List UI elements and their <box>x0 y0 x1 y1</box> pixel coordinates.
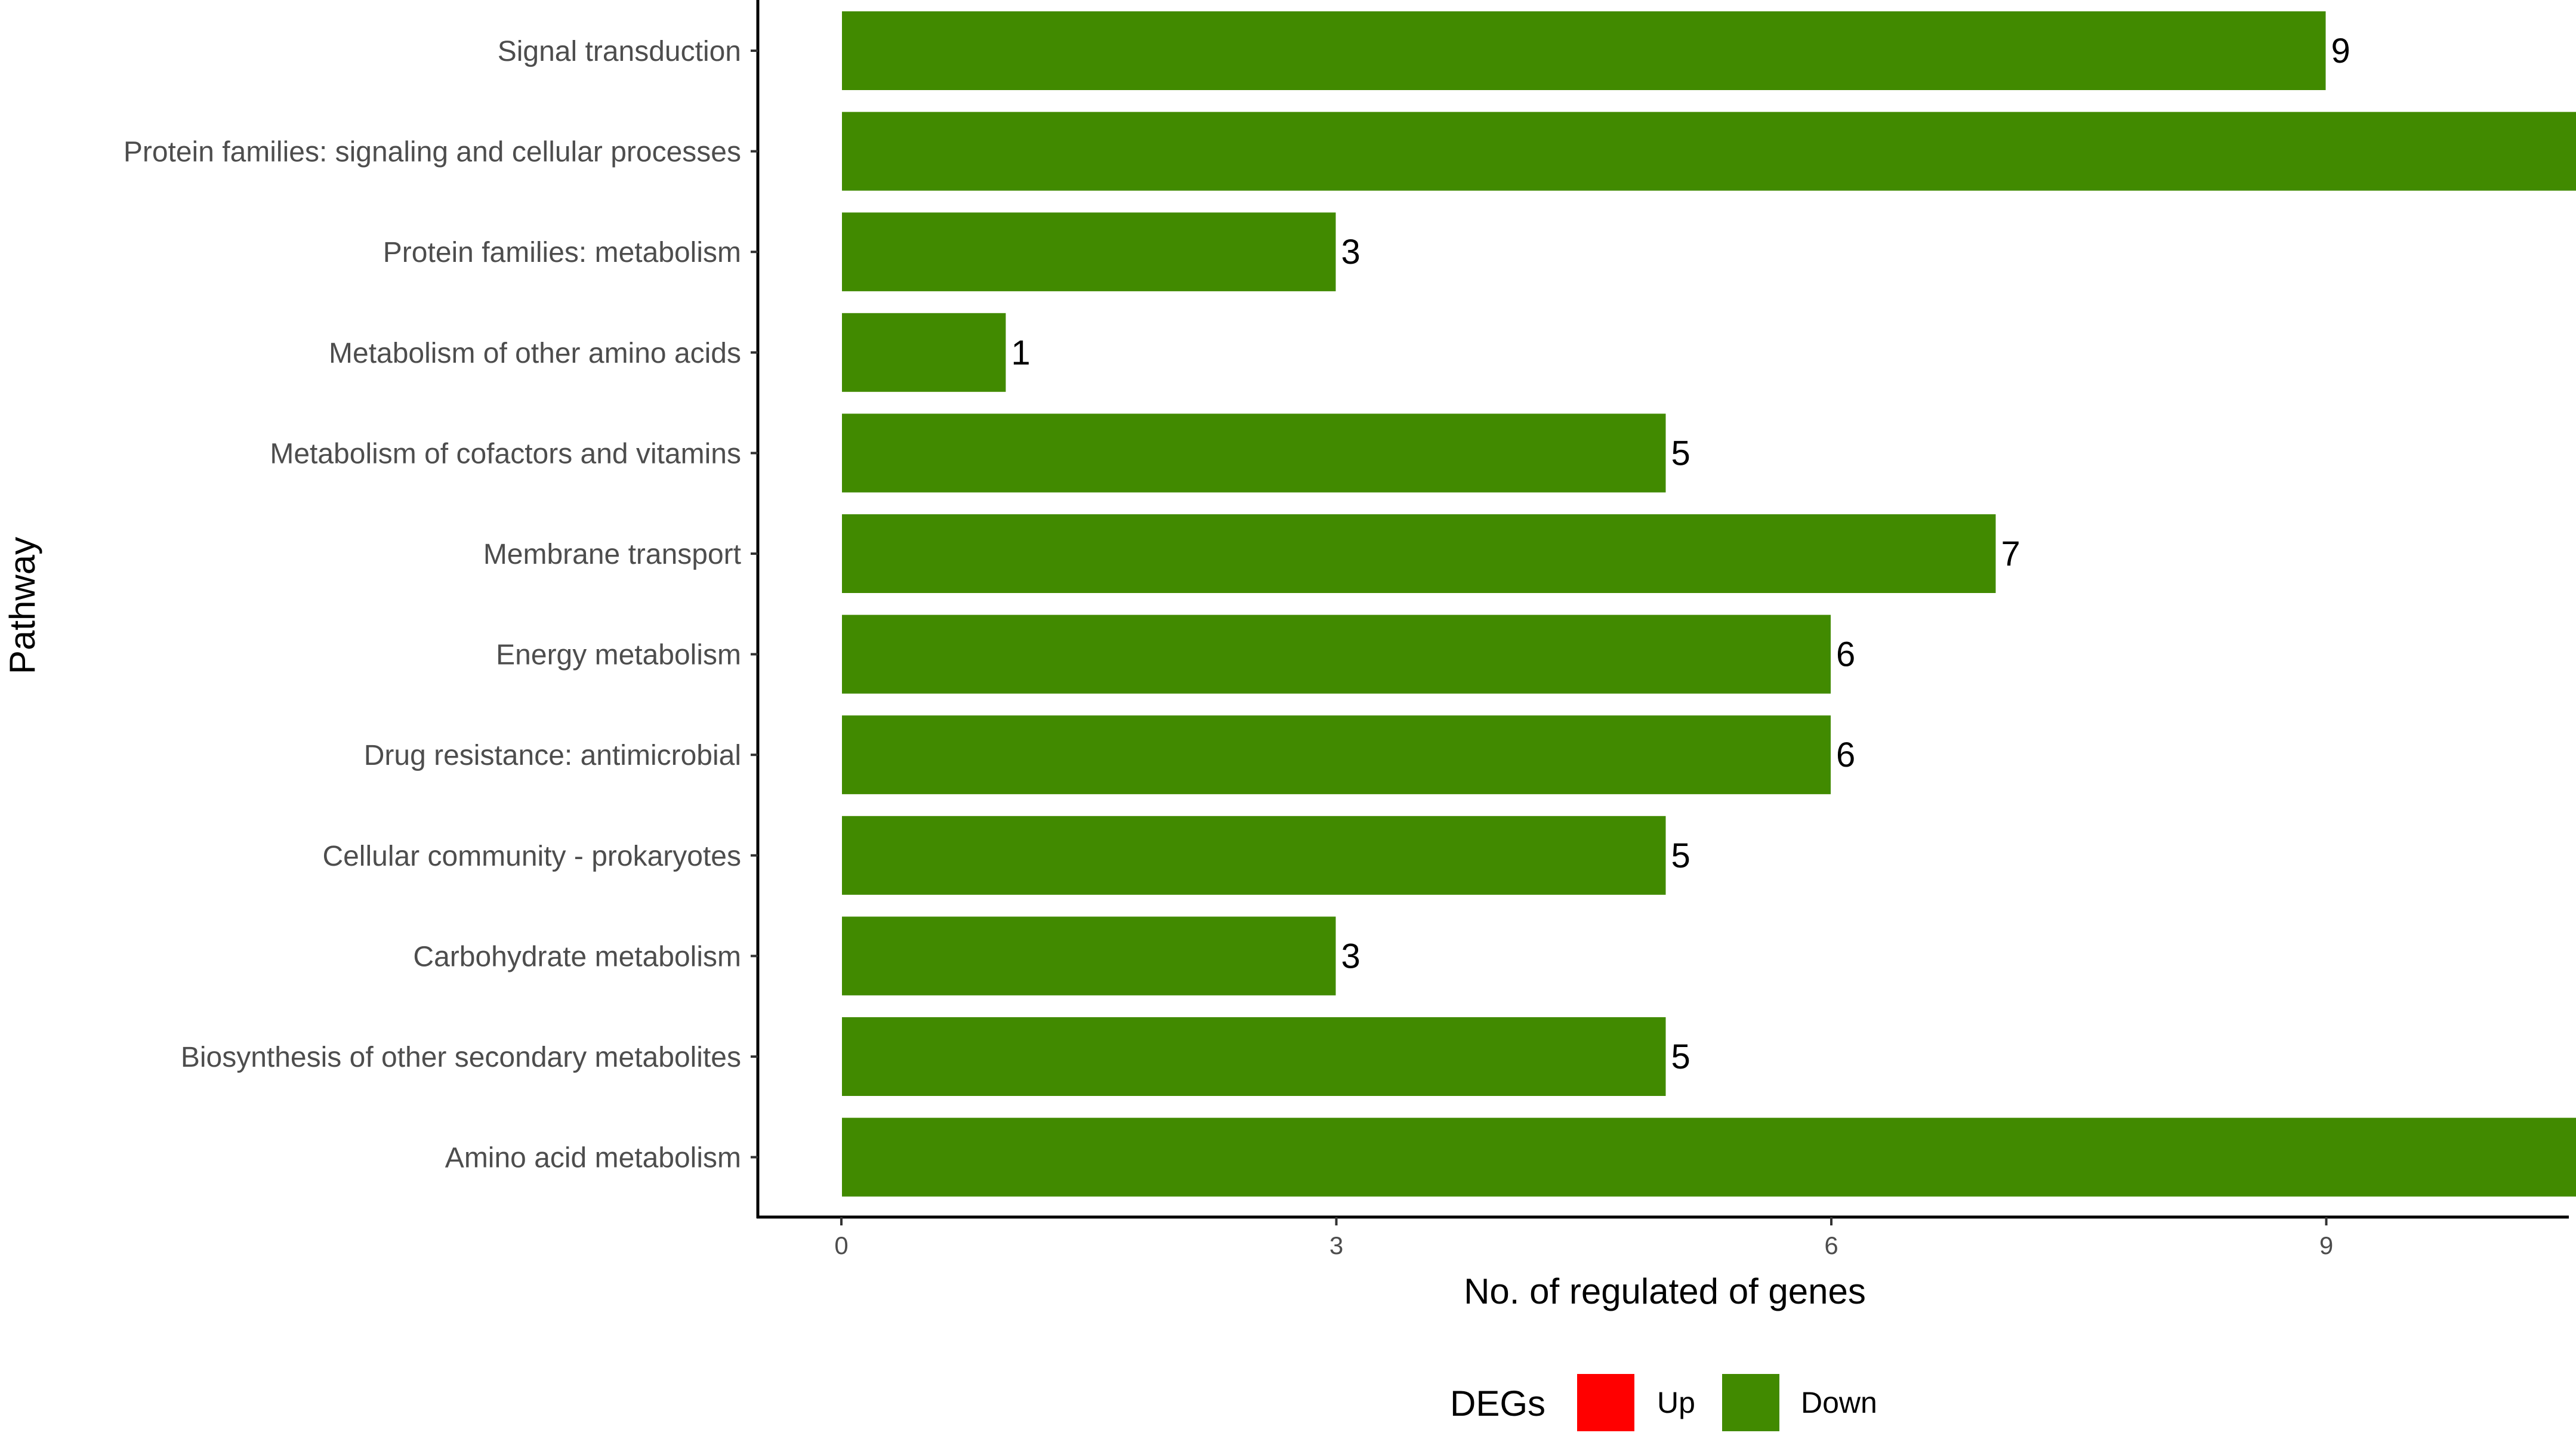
bar-2 <box>841 211 1337 293</box>
x-tick-label-0: 0 <box>834 1231 848 1259</box>
category-label-1: Protein families: signaling and cellular… <box>124 137 741 168</box>
legend-title: DEGs <box>1450 1384 1545 1423</box>
legend-swatch-up <box>1577 1374 1634 1431</box>
category-label-10: Biosynthesis of other secondary metaboli… <box>181 1042 741 1073</box>
bar-9 <box>841 915 1337 997</box>
bar-7 <box>841 714 1832 796</box>
bar-6 <box>841 613 1832 695</box>
x-axis-title: No. of regulated of genes <box>1464 1271 1866 1311</box>
data-label-7: 6 <box>1836 736 1855 774</box>
category-label-8: Cellular community - prokaryotes <box>322 841 741 872</box>
legend-swatch-down <box>1722 1374 1779 1431</box>
bar-4 <box>841 412 1667 494</box>
bar-0 <box>841 10 2327 91</box>
bar-3 <box>841 311 1007 393</box>
category-label-2: Protein families: metabolism <box>383 237 741 268</box>
x-tick-label-2: 6 <box>1824 1231 1838 1259</box>
data-labels-group: 91731576653520 <box>1011 32 2350 1076</box>
bar-10 <box>841 1016 1667 1097</box>
bar-1 <box>841 110 2576 192</box>
data-label-8: 5 <box>1671 836 1690 875</box>
bars-group <box>841 10 2576 1198</box>
category-label-0: Signal transduction <box>498 36 741 67</box>
x-tick-label-3: 9 <box>2319 1231 2333 1259</box>
data-label-2: 3 <box>1341 233 1361 271</box>
data-label-6: 6 <box>1836 635 1855 674</box>
legend-label-down: Down <box>1801 1386 1877 1419</box>
data-label-5: 7 <box>2001 535 2020 573</box>
legend: DEGs Up Down <box>1450 1374 1877 1431</box>
data-label-10: 5 <box>1671 1037 1690 1076</box>
bar-5 <box>841 513 1997 594</box>
bar-11 <box>841 1116 2576 1198</box>
y-axis-title: Pathway <box>2 537 42 674</box>
category-label-6: Energy metabolism <box>496 640 741 671</box>
x-tick-label-1: 3 <box>1329 1231 1343 1259</box>
legend-label-up: Up <box>1657 1386 1695 1419</box>
data-label-9: 3 <box>1341 937 1361 975</box>
category-label-3: Metabolism of other amino acids <box>329 338 741 369</box>
category-label-11: Amino acid metabolism <box>445 1142 741 1174</box>
category-label-9: Carbohydrate metabolism <box>413 941 741 972</box>
y-axis: Signal transduction Protein families: sig… <box>124 0 760 1218</box>
category-label-5: Membrane transport <box>483 539 741 570</box>
bar-8 <box>841 814 1667 896</box>
category-label-7: Drug resistance: antimicrobial <box>364 740 741 771</box>
category-label-4: Metabolism of cofactors and vitamins <box>270 438 741 470</box>
data-label-0: 9 <box>2331 32 2350 70</box>
data-label-3: 1 <box>1011 333 1031 372</box>
x-axis: 0369121518 <box>757 1215 2569 1259</box>
data-label-4: 5 <box>1671 434 1690 473</box>
